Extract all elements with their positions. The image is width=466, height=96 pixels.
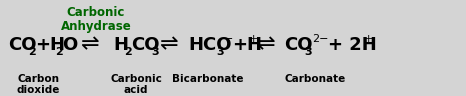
- Text: 2−: 2−: [312, 34, 329, 44]
- Text: ⇌: ⇌: [81, 34, 100, 54]
- Text: CO: CO: [8, 36, 36, 54]
- Text: O: O: [62, 36, 77, 54]
- Text: 3: 3: [216, 47, 224, 57]
- Text: + 2H: + 2H: [328, 36, 377, 54]
- Text: Carbonate: Carbonate: [284, 74, 346, 84]
- Text: Carbonic
Anhydrase: Carbonic Anhydrase: [61, 6, 131, 33]
- Text: Carbon
dioxide: Carbon dioxide: [16, 74, 60, 95]
- Text: CO: CO: [284, 36, 313, 54]
- Text: ⇌: ⇌: [257, 34, 275, 54]
- Text: 3: 3: [304, 47, 312, 57]
- Text: 2: 2: [28, 47, 36, 57]
- Text: CO: CO: [131, 36, 159, 54]
- Text: Carbonic
acid: Carbonic acid: [110, 74, 162, 95]
- Text: +: +: [249, 34, 258, 44]
- Text: Bicarbonate: Bicarbonate: [172, 74, 244, 84]
- Text: +: +: [364, 34, 373, 44]
- Text: +H: +H: [35, 36, 65, 54]
- Text: 3: 3: [151, 47, 158, 57]
- Text: ⇌: ⇌: [160, 34, 178, 54]
- Text: 2: 2: [55, 47, 63, 57]
- Text: −: −: [224, 34, 233, 44]
- Text: HCO: HCO: [188, 36, 232, 54]
- Text: 2: 2: [124, 47, 132, 57]
- Text: H: H: [113, 36, 128, 54]
- Text: +H: +H: [232, 36, 262, 54]
